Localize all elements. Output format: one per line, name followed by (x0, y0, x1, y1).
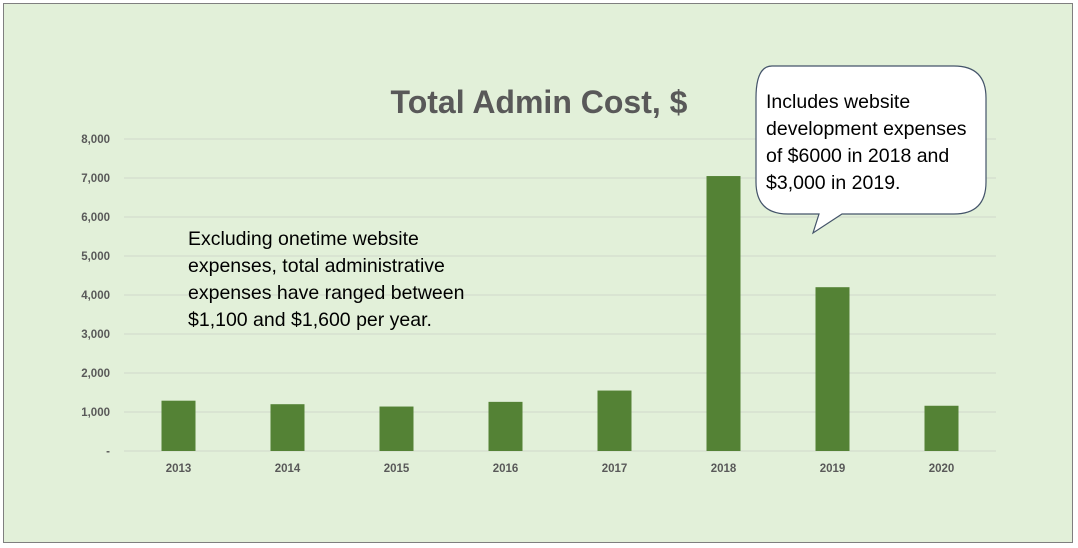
y-tick-label: 2,000 (81, 368, 110, 380)
bar-2020 (924, 405, 959, 451)
x-tick-label: 2015 (384, 463, 410, 475)
gridlines (124, 138, 996, 452)
bar-2013 (161, 400, 196, 451)
y-tick-label: 8,000 (81, 134, 110, 146)
x-tick-label: 2016 (493, 463, 519, 475)
x-tick-label: 2019 (820, 463, 846, 475)
y-tick-label: 7,000 (81, 173, 110, 185)
y-tick-label: 5,000 (81, 251, 110, 263)
bar-2018 (706, 176, 741, 452)
x-tick-label: 2013 (166, 463, 192, 475)
bars (161, 176, 959, 452)
y-tick-label: - (106, 446, 110, 458)
bar-chart: - 1,000 2,000 3,000 4,000 5,000 6,000 7,000 8,00… (81, 65, 996, 475)
x-tick-label: 2020 (929, 463, 955, 475)
bar-2014 (270, 404, 305, 451)
x-axis-ticks: 2013 2014 2015 2016 2017 2018 2019 2020 (166, 463, 955, 475)
y-tick-label: 1,000 (81, 407, 110, 419)
bar-2016 (488, 401, 523, 451)
left-annotation: Excluding onetime website expenses, tota… (188, 228, 465, 331)
x-tick-label: 2014 (275, 463, 301, 475)
y-axis-ticks: - 1,000 2,000 3,000 4,000 5,000 6,000 7,000 8,00… (81, 134, 110, 458)
chart-title: Total Admin Cost, $ (390, 84, 688, 120)
y-tick-label: 4,000 (81, 290, 110, 302)
x-tick-label: 2018 (711, 463, 737, 475)
y-tick-label: 6,000 (81, 212, 110, 224)
callout-text: Includes website development expenses of… (766, 91, 967, 194)
x-tick-label: 2017 (602, 463, 628, 475)
chart-area: - 1,000 2,000 3,000 4,000 5,000 6,000 7,000 8,00… (3, 3, 1073, 543)
y-tick-label: 3,000 (81, 329, 110, 341)
callout-bubble (755, 65, 987, 235)
bar-2015 (379, 406, 414, 451)
bar-2019 (815, 287, 850, 451)
bar-2017 (597, 390, 632, 451)
